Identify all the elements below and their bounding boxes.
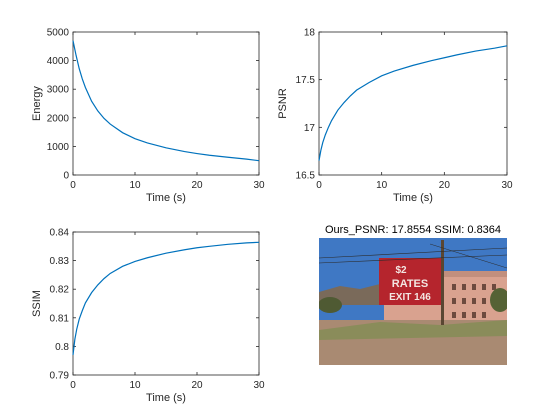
ssim-y-tick-label: 0.82 (50, 285, 70, 296)
photo-tree (490, 288, 507, 312)
psnr-plot: 0 10 20 30 16.5 17 17.5 18 Time (s) PSNR (277, 28, 513, 205)
ssim-plot: 0 10 20 30 0.79 0.8 0.81 0.82 0.83 0.84 Time (s) SS… (31, 228, 265, 405)
sign-line-1: $2 (395, 265, 407, 276)
psnr-y-tick-label: 17 (304, 123, 316, 134)
energy-x-tick-label: 10 (129, 180, 141, 191)
ssim-x-tick-label: 30 (253, 380, 265, 391)
psnr-y-tick-label: 17.5 (296, 75, 316, 86)
ssim-y-tick-label: 0.84 (50, 228, 70, 239)
psnr-x-tick-label: 30 (501, 180, 513, 191)
energy-y-tick-label: 5000 (47, 28, 70, 39)
energy-y-tick-label: 1000 (47, 142, 70, 153)
ssim-y-axis-label: SSIM (31, 290, 43, 317)
psnr-axes-box (318, 31, 508, 176)
energy-plot: 0 10 20 30 0 1000 2000 3000 4000 5000 Time (s) Ener… (31, 28, 265, 205)
photo-roofline (384, 271, 507, 277)
psnr-y-tick-label: 18 (304, 28, 316, 39)
photo-wire (429, 243, 507, 269)
restored-photo: $2 RATES EXIT 146 (319, 238, 507, 365)
ssim-y-tick-label: 0.79 (50, 371, 70, 382)
energy-axes-box (72, 31, 260, 176)
ssim-y-tick-label: 0.8 (55, 342, 69, 353)
psnr-y-axis-label: PSNR (277, 88, 289, 119)
image-title: Ours_PSNR: 17.8554 SSIM: 0.8364 (325, 224, 501, 236)
photo-grass (319, 320, 507, 340)
ssim-x-tick-label: 20 (191, 380, 203, 391)
energy-y-tick-label: 2000 (47, 113, 70, 124)
ssim-y-tick-label: 0.83 (50, 256, 70, 267)
photo-utility-pole (441, 240, 444, 325)
psnr-x-tick-label: 10 (376, 180, 388, 191)
energy-x-tick-label: 0 (70, 180, 76, 191)
energy-x-tick-label: 20 (191, 180, 203, 191)
psnr-x-tick-label: 20 (439, 180, 451, 191)
psnr-x-tick-label: 0 (316, 180, 322, 191)
energy-series-line (72, 40, 260, 162)
ssim-y-tick-label: 0.81 (50, 313, 70, 324)
ssim-series-line (72, 241, 260, 356)
photo-wire (319, 247, 507, 259)
psnr-y-tick-label: 16.5 (296, 171, 316, 182)
ssim-x-tick-label: 0 (70, 380, 76, 391)
sign-line-3: EXIT 146 (389, 292, 431, 303)
energy-y-axis-label: Energy (31, 86, 43, 121)
photo-sign (379, 258, 441, 305)
psnr-x-axis-label: Time (s) (393, 192, 433, 204)
psnr-series-line (318, 45, 508, 161)
ssim-x-tick-label: 10 (129, 380, 141, 391)
energy-y-tick-label: 4000 (47, 56, 70, 67)
photo-tree (319, 297, 342, 313)
energy-x-tick-label: 30 (253, 180, 265, 191)
energy-y-tick-label: 3000 (47, 85, 70, 96)
energy-y-tick-label: 0 (63, 171, 69, 182)
photo-wire (319, 254, 507, 264)
energy-x-axis-label: Time (s) (146, 192, 186, 204)
ssim-axes-box (72, 231, 260, 376)
sign-line-2: RATES (392, 278, 428, 290)
ssim-x-axis-label: Time (s) (146, 392, 186, 404)
